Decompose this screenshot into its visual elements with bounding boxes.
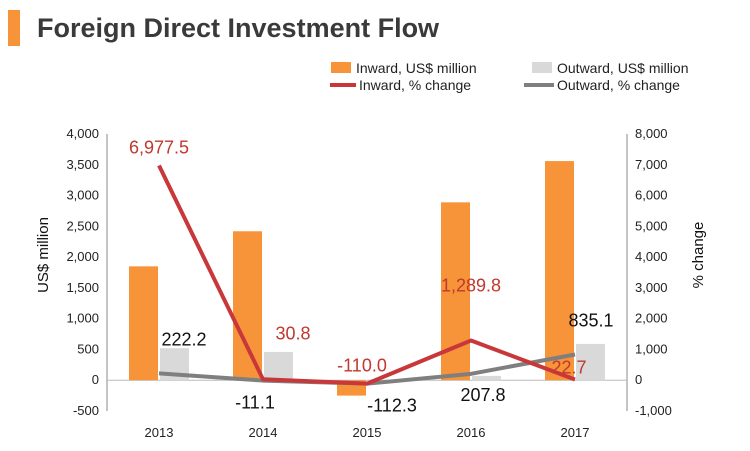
inward-change-label: 22.7 [551, 358, 586, 378]
y2-tick-label: 2,000 [635, 311, 668, 326]
y2-tick-label: 0 [635, 372, 642, 387]
x-tick-label: 2013 [145, 425, 174, 440]
y2-tick-label: 6,000 [635, 188, 668, 203]
y-tick-label: -500 [73, 403, 99, 418]
y2-tick-label: 1,000 [635, 341, 668, 356]
legend-outward-bar-label: Outward, US$ million [557, 60, 689, 76]
inward-change-label: -110.0 [337, 356, 387, 376]
y2-axis-title: % change [690, 222, 707, 289]
title-accent-bar [8, 10, 20, 46]
outward-bar [264, 351, 293, 381]
x-tick-label: 2014 [249, 425, 278, 440]
outward-change-label: 835.1 [568, 311, 613, 331]
y-tick-label: 1,500 [66, 280, 99, 295]
inward-change-label: 6,977.5 [129, 137, 189, 157]
outward-change-label: -112.3 [367, 396, 417, 416]
y-tick-label: 2,500 [66, 218, 99, 233]
y-tick-label: 3,500 [66, 157, 99, 172]
legend-outward-line-label: Outward, % change [557, 77, 680, 93]
legend-inward-bar-swatch [331, 62, 351, 73]
y-tick-label: 500 [77, 341, 99, 356]
y2-tick-label: 5,000 [635, 218, 668, 233]
y2-tick-label: 7,000 [635, 157, 668, 172]
inward-bar [545, 161, 574, 381]
inward-change-label: 30.8 [275, 323, 310, 343]
x-tick-label: 2017 [561, 425, 590, 440]
outward-change-label: -11.1 [235, 393, 275, 413]
inward-bar [233, 231, 262, 381]
y-tick-label: 4,000 [66, 126, 99, 141]
y-tick-label: 0 [92, 372, 99, 387]
legend-outward-bar-swatch [532, 62, 552, 73]
y-axis-title: US$ million [35, 217, 52, 293]
inward-change-label: 1,289.8 [441, 276, 501, 296]
y2-tick-label: 4,000 [635, 249, 668, 264]
y-tick-label: 1,000 [66, 311, 99, 326]
y2-tick-label: 8,000 [635, 126, 668, 141]
outward-bar [472, 375, 501, 381]
inward-change-line [157, 164, 576, 386]
inward-bar [129, 266, 158, 381]
legend-inward-line-label: Inward, % change [359, 77, 471, 93]
y2-tick-label: 3,000 [635, 280, 668, 295]
x-tick-label: 2016 [457, 425, 486, 440]
y-tick-label: 3,000 [66, 188, 99, 203]
page-title: Foreign Direct Investment Flow [37, 13, 440, 43]
y-tick-label: 2,000 [66, 249, 99, 264]
y2-tick-label: -1,000 [635, 403, 672, 418]
outward-change-label: 207.8 [460, 385, 505, 405]
outward-change-label: 222.2 [161, 329, 206, 349]
x-tick-label: 2015 [353, 425, 382, 440]
outward-bar [576, 343, 605, 381]
legend-inward-bar-label: Inward, US$ million [356, 60, 477, 76]
